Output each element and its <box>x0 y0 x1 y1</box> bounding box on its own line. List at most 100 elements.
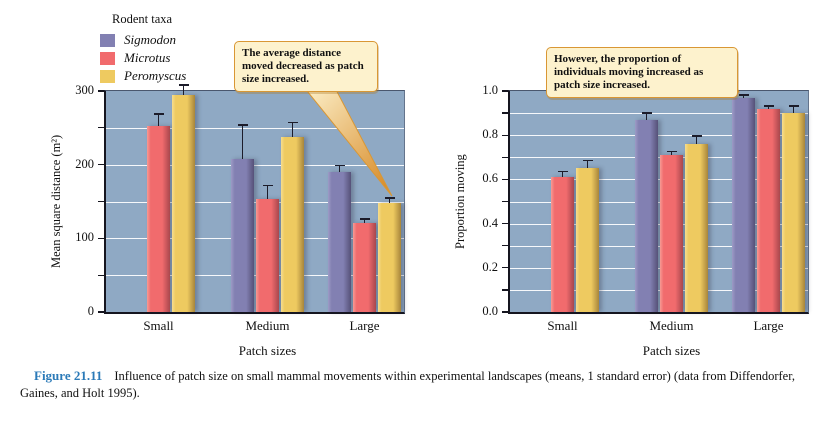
error-bar-cap <box>788 105 799 107</box>
error-bar <box>792 105 795 114</box>
y-axis-tick <box>502 156 508 158</box>
bar-peromyscus-small <box>576 168 599 312</box>
y-axis-label: Mean square distance (m²) <box>49 134 63 269</box>
legend-title: Rodent taxa <box>112 12 173 26</box>
gridline <box>510 289 808 291</box>
y-tick-label: 0.0 <box>482 304 498 318</box>
y-axis-tick <box>502 134 508 136</box>
callout-right-text: However, the proportion of individuals m… <box>554 53 704 91</box>
y-axis-tick <box>502 289 508 291</box>
bar-sigmodon-large <box>328 172 351 312</box>
x-category-label: Medium <box>245 318 290 333</box>
error-bar-cap <box>666 150 677 153</box>
y-axis-tick <box>502 267 508 269</box>
gridline <box>510 179 808 181</box>
bar-microtus-small <box>551 177 574 312</box>
gridline <box>106 238 404 240</box>
legend-label: Peromyscus <box>124 68 187 83</box>
error-bar <box>266 184 269 199</box>
y-tick-label: 0.6 <box>482 171 498 186</box>
y-axis-tick <box>502 112 508 114</box>
bar-microtus-large <box>353 222 376 312</box>
error-bar <box>670 150 673 156</box>
gridline <box>510 135 808 137</box>
error-bar <box>742 94 745 98</box>
y-axis-label: Proportion moving <box>453 154 467 249</box>
error-bar <box>695 135 698 144</box>
chart-proportion-moving: 0.0 0.2 0.4 0.6 0.8 1.0 Small Medium Large Patch … <box>453 83 809 358</box>
bar-peromyscus-medium <box>281 136 304 312</box>
error-bar <box>241 124 244 159</box>
error-bar-cap <box>262 184 273 187</box>
error-bar-cap <box>153 113 164 115</box>
y-axis-tick <box>98 164 104 166</box>
callout-right: However, the proportion of individuals m… <box>546 47 738 98</box>
error-bar <box>767 105 770 109</box>
legend-label: Microtus <box>124 50 171 65</box>
x-axis-label: Patch sizes <box>238 343 297 358</box>
bar-microtus-medium <box>660 155 683 312</box>
error-bar <box>586 159 589 169</box>
y-axis-tick <box>98 237 104 239</box>
y-axis-tick <box>502 245 508 247</box>
bar-microtus-small <box>147 126 170 312</box>
y-axis-tick <box>502 311 508 313</box>
legend: Rodent taxa Sigmodon Microtus Peromyscus <box>100 12 186 87</box>
error-bar <box>291 122 294 137</box>
legend-swatch-microtus <box>100 51 115 65</box>
y-tick-label: 0 <box>87 304 94 318</box>
y-axis-tick <box>98 127 104 129</box>
gridline <box>510 157 808 159</box>
bar-peromyscus-small <box>172 94 195 312</box>
x-category-label: Small <box>547 318 578 333</box>
bar-microtus-large <box>757 108 780 312</box>
gridline <box>106 127 404 129</box>
callout-left-text: The average distance moved decreased as … <box>242 47 364 85</box>
figure-caption: Figure 21.11 Influence of patch size on s… <box>20 368 820 401</box>
y-axis-tick <box>502 200 508 203</box>
error-bar-cap <box>287 121 298 124</box>
legend-swatch-peromyscus <box>100 69 115 83</box>
x-category-label: Small <box>143 318 174 333</box>
gridline <box>510 245 808 247</box>
bar-microtus-medium <box>256 198 279 312</box>
x-category-label: Large <box>753 318 784 333</box>
y-axis-tick <box>98 274 104 276</box>
error-bar <box>157 113 160 127</box>
legend-item-sigmodon: Sigmodon <box>100 32 186 47</box>
gridline <box>106 275 404 277</box>
y-axis-tick <box>502 90 508 92</box>
bar-peromyscus-large <box>782 113 805 312</box>
legend-item-peromyscus: Peromyscus <box>100 68 187 83</box>
y-axis-tick <box>98 311 104 313</box>
error-bar-cap <box>557 170 568 173</box>
bar-peromyscus-large <box>378 203 401 312</box>
legend-items: Sigmodon Microtus Peromyscus <box>100 32 187 83</box>
gridline <box>510 267 808 269</box>
y-tick-label: 0.2 <box>482 259 498 274</box>
error-bar-cap <box>738 94 749 96</box>
error-bar-cap <box>384 197 395 199</box>
y-axis-tick <box>502 222 508 225</box>
error-bar-cap <box>763 105 774 107</box>
chart-mean-square-distance: 0 100 200 300 Small Medium Large Patch sizes Mea… <box>49 83 405 358</box>
gridline <box>106 201 404 203</box>
y-tick-label: 100 <box>75 230 94 245</box>
gridline <box>510 223 808 225</box>
error-bar-cap <box>237 124 248 126</box>
y-tick-label: 300 <box>75 83 94 97</box>
gridline <box>510 113 808 115</box>
legend-item-microtus: Microtus <box>100 50 186 65</box>
error-bar <box>645 112 648 120</box>
x-category-label: Large <box>349 318 380 333</box>
error-bar-cap <box>582 159 593 161</box>
callout-left: The average distance moved decreased as … <box>234 41 378 92</box>
gridline <box>510 201 808 203</box>
gridline <box>106 164 404 166</box>
error-bar-cap <box>641 112 652 114</box>
error-bar-cap <box>691 135 702 137</box>
error-bar <box>363 218 366 223</box>
bar-peromyscus-medium <box>685 144 708 312</box>
y-tick-label: 200 <box>75 156 94 171</box>
